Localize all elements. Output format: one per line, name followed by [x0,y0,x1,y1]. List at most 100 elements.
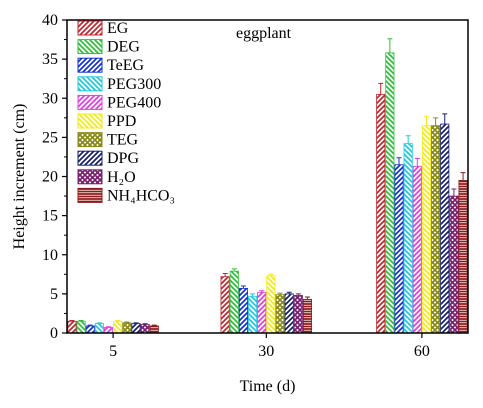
bar-PPD-5 [113,320,123,334]
bar-PEG300-5 [94,323,104,334]
legend-swatch [77,20,103,36]
legend-label: PPD [107,113,136,130]
error-bar-TEG-60 [433,117,439,126]
y-tick-label: 20 [42,169,58,186]
bar-TEG-60 [431,125,441,334]
bar-PEG400-5 [103,327,114,334]
error-bar-PPD-60 [423,115,429,126]
error-bar-PPD-5 [115,319,121,322]
legend-label: PEG300 [107,76,161,93]
legend-label: TeEG [107,57,145,74]
error-bar-EG-5 [69,319,75,322]
error-bar-NH₄HCO₃-30 [304,296,310,300]
y-tick-label: 0 [50,325,58,342]
bar-EG-30 [220,276,230,334]
y-tick-label: 30 [42,90,58,107]
error-bar-PEG400-60 [414,158,420,167]
bar-DEG-60 [385,52,395,334]
bar-DPG-5 [131,323,141,334]
bar-PPD-60 [421,125,432,334]
legend-swatch [77,39,103,55]
bar-PPD-30 [266,275,276,334]
y-tick-label: 40 [42,12,58,29]
bar-TeEG-5 [85,325,95,334]
x-tick-label: 60 [414,343,430,360]
bar-TeEG-60 [394,164,404,334]
legend-swatch [77,150,103,166]
legend-swatch [77,113,103,129]
x-axis-label: Time (d) [240,378,296,395]
bar-NH₄HCO₃-5 [149,325,159,334]
error-bar-DPG-5 [133,322,139,324]
legend-swatch [77,76,103,92]
bar-DPG-30 [284,293,294,334]
y-tick-label: 10 [42,247,58,264]
error-bar-PEG300-5 [96,322,102,324]
error-bar-TEG-5 [124,321,130,323]
y-tick-label: 5 [50,286,58,303]
y-tick-label: 25 [42,129,58,146]
x-tick-label: 30 [258,343,274,360]
y-tick-label: 35 [42,51,58,68]
error-bar-TeEG-30 [240,285,246,289]
bar-TEG-5 [122,322,132,334]
chart-title: eggplant [236,25,292,42]
legend-swatch [77,187,103,203]
bar-NH₄HCO₃-30 [302,298,313,334]
error-bar-TeEG-60 [396,157,402,165]
legend-swatch [77,169,103,185]
error-bar-PEG400-30 [259,290,265,293]
error-bar-H₂O-30 [295,293,301,296]
legend-label: TEG [107,132,139,149]
error-bar-NH₄HCO₃-60 [460,172,466,181]
y-axis-label: Height increment (cm) [11,104,28,250]
error-bar-TEG-30 [277,292,283,295]
bar-H₂O-30 [293,295,303,334]
bar-EG-5 [67,320,77,334]
legend-label: PEG400 [107,94,161,111]
error-bar-DPG-30 [286,291,292,294]
bar-EG-60 [376,93,386,334]
x-tick-label: 5 [109,343,117,360]
bar-DEG-5 [76,320,86,334]
error-bar-PEG400-5 [106,326,112,328]
bar-NH₄HCO₃-60 [458,180,468,334]
error-bar-NH₄HCO₃-5 [151,324,157,326]
legend-swatch [77,132,103,148]
bar-H₂O-5 [140,323,150,334]
error-bar-DPG-60 [442,113,448,125]
bar-PEG400-30 [257,291,267,334]
legend-label: EG [107,20,129,37]
error-bar-DEG-60 [387,38,393,53]
y-tick-label: 15 [42,208,58,225]
bar-TeEG-30 [238,287,248,334]
bar-TEG-30 [275,294,285,334]
error-bar-TeEG-5 [87,324,93,326]
legend-swatch [77,57,103,73]
bar-PEG300-60 [403,143,413,334]
axes-layer: 0 5 10 15 20 25 30 35 40 5 30 60 [42,12,430,360]
error-bar-DEG-5 [78,319,84,322]
legend-swatch [77,94,103,110]
error-bar-DEG-30 [231,268,237,272]
bar-PEG300-30 [248,295,258,334]
legend-label: NH₄HCO₃ [107,187,175,204]
error-bar-H₂O-60 [451,188,457,197]
legend-label: DPG [107,150,139,167]
error-bar-PEG300-60 [405,135,411,144]
error-bar-EG-60 [378,82,384,95]
bar-DPG-60 [440,123,450,334]
bar-PEG400-60 [412,165,422,334]
error-bar-PPD-30 [268,273,274,276]
error-bar-H₂O-5 [142,323,148,325]
legend-label: H₂O [107,169,136,186]
bar-DEG-30 [229,270,239,334]
error-bar-PEG300-30 [250,293,256,297]
bar-H₂O-60 [449,195,459,334]
error-bar-EG-30 [222,273,228,277]
error-bars-layer [69,38,466,328]
legend-label: DEG [107,39,140,56]
